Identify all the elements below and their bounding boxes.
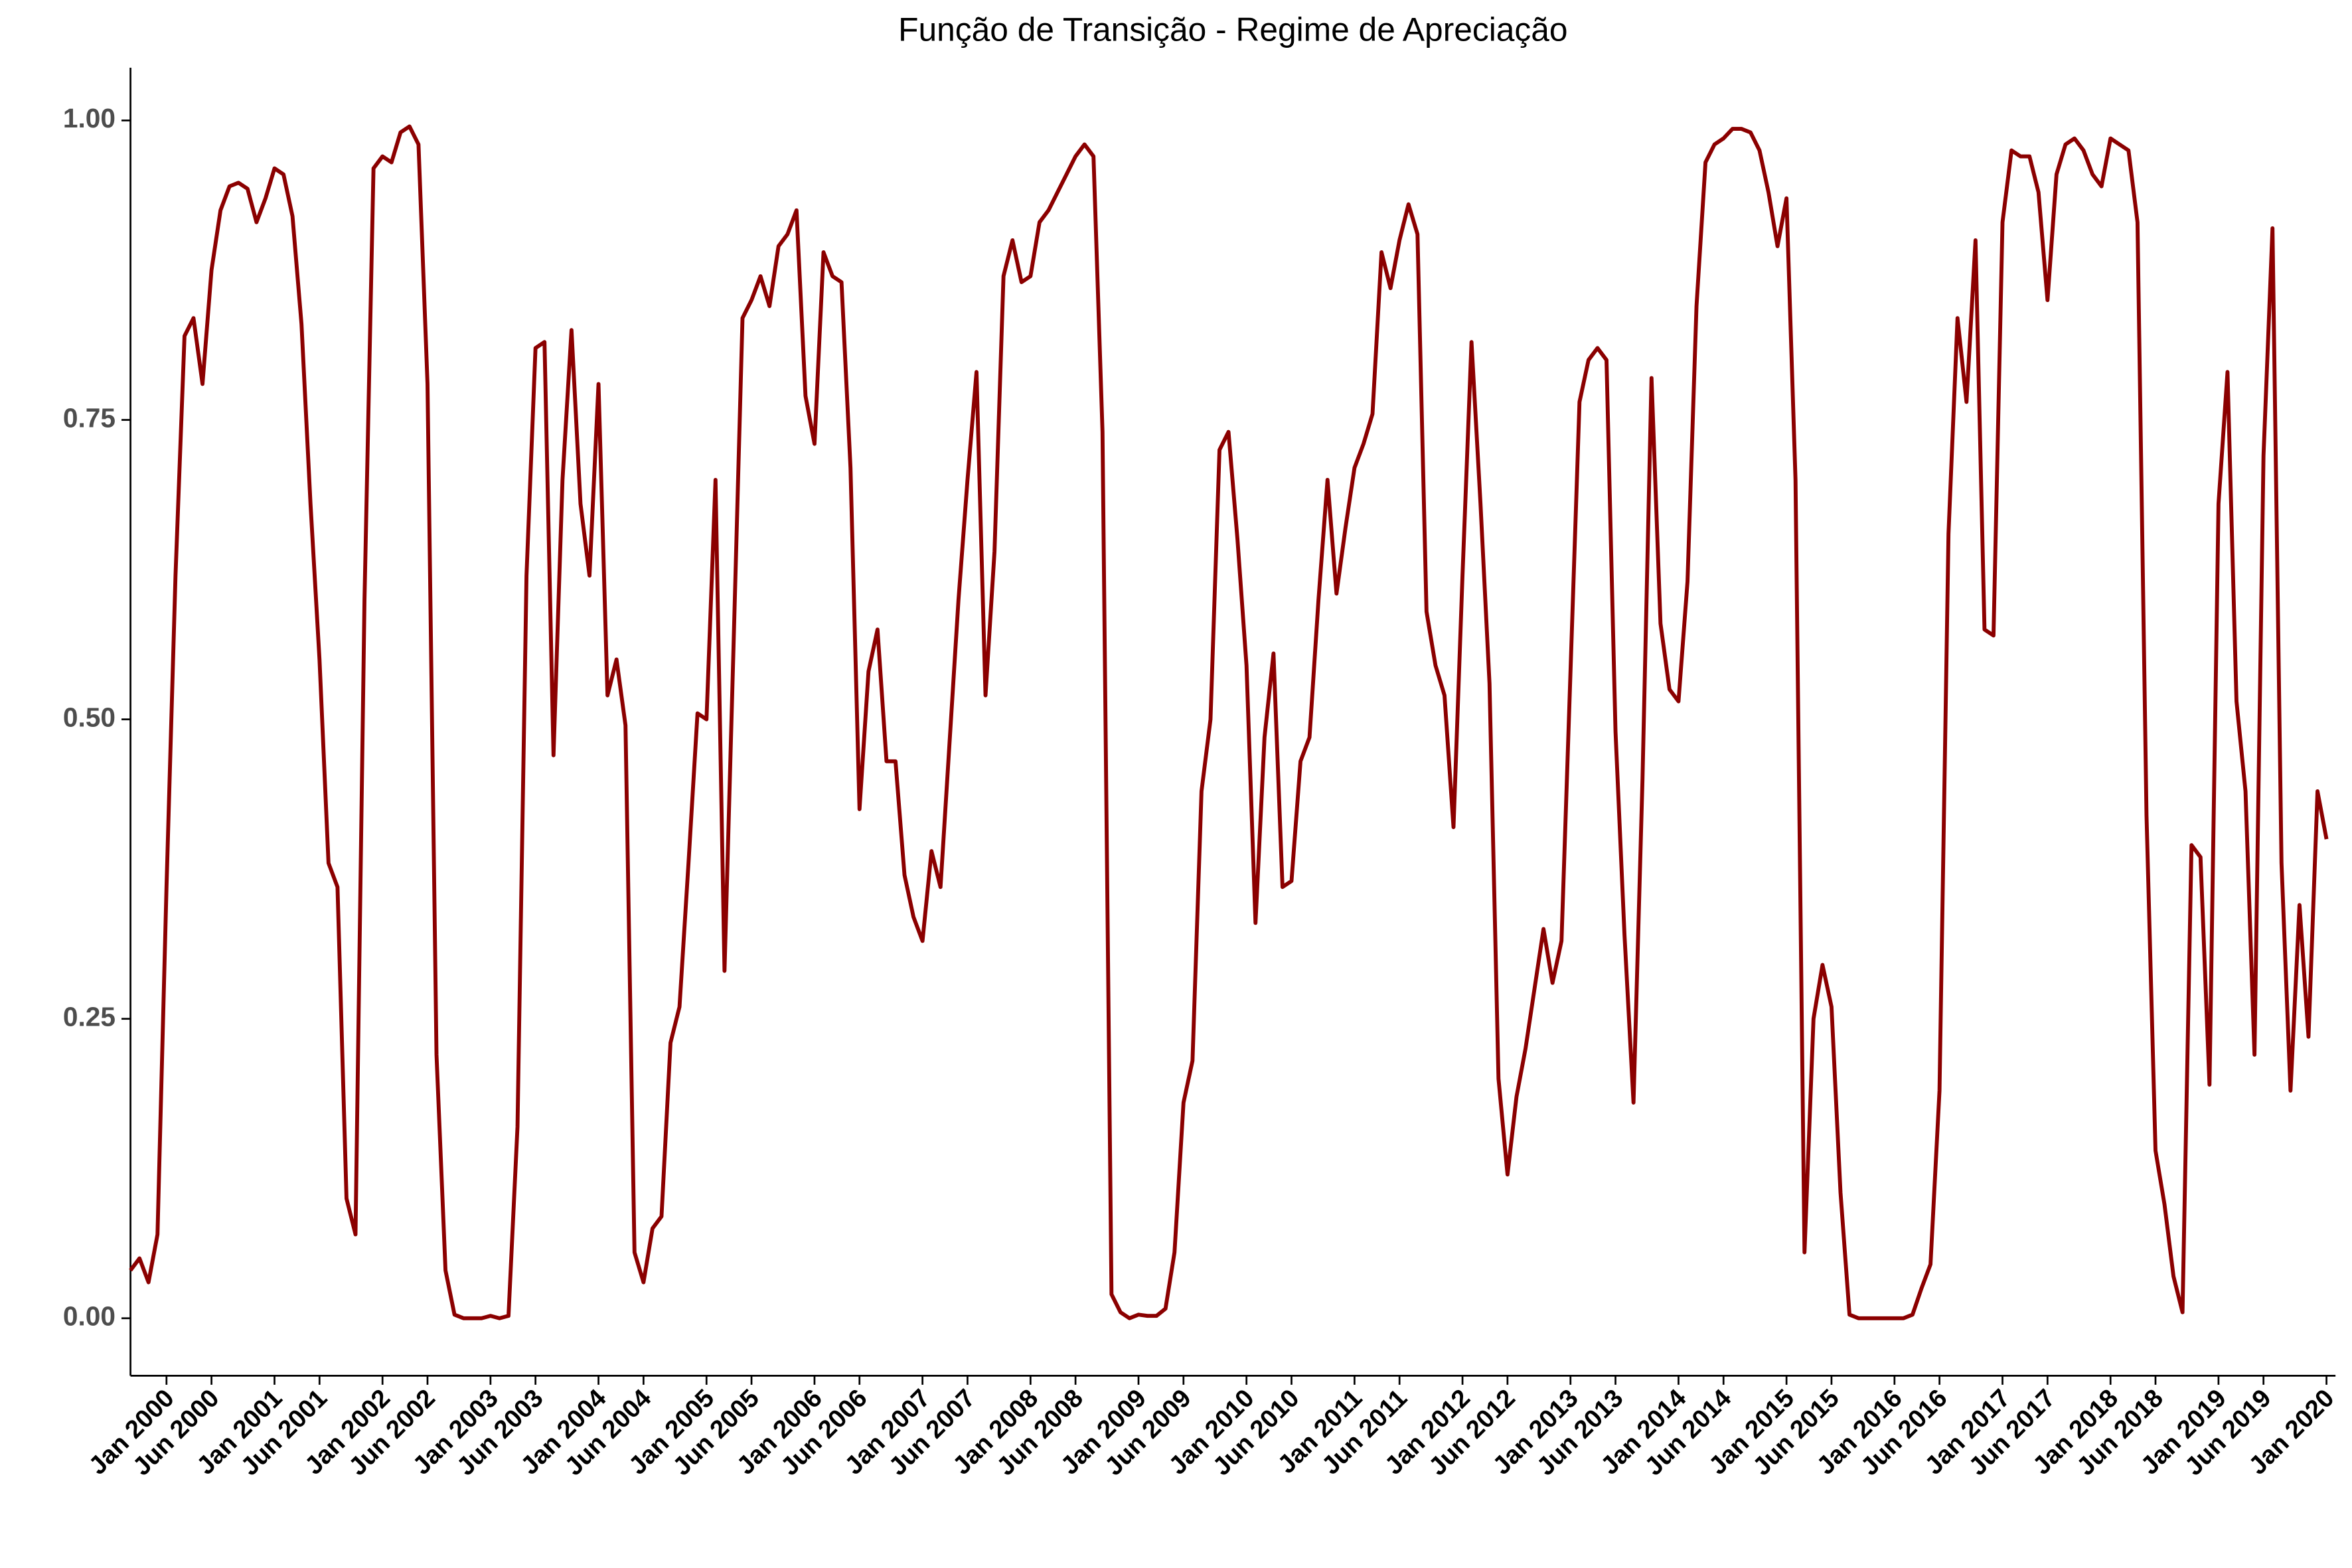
y-tick-label: 0.00 <box>63 1301 116 1332</box>
y-tick-label: 0.50 <box>63 702 116 732</box>
y-tick-label: 0.25 <box>63 1001 116 1032</box>
y-tick-label: 0.75 <box>63 402 116 433</box>
y-tick-label: 1.00 <box>63 103 116 133</box>
data-line <box>129 124 2329 1320</box>
chart-title: Função de Transição - Regime de Apreciaç… <box>898 11 1567 48</box>
